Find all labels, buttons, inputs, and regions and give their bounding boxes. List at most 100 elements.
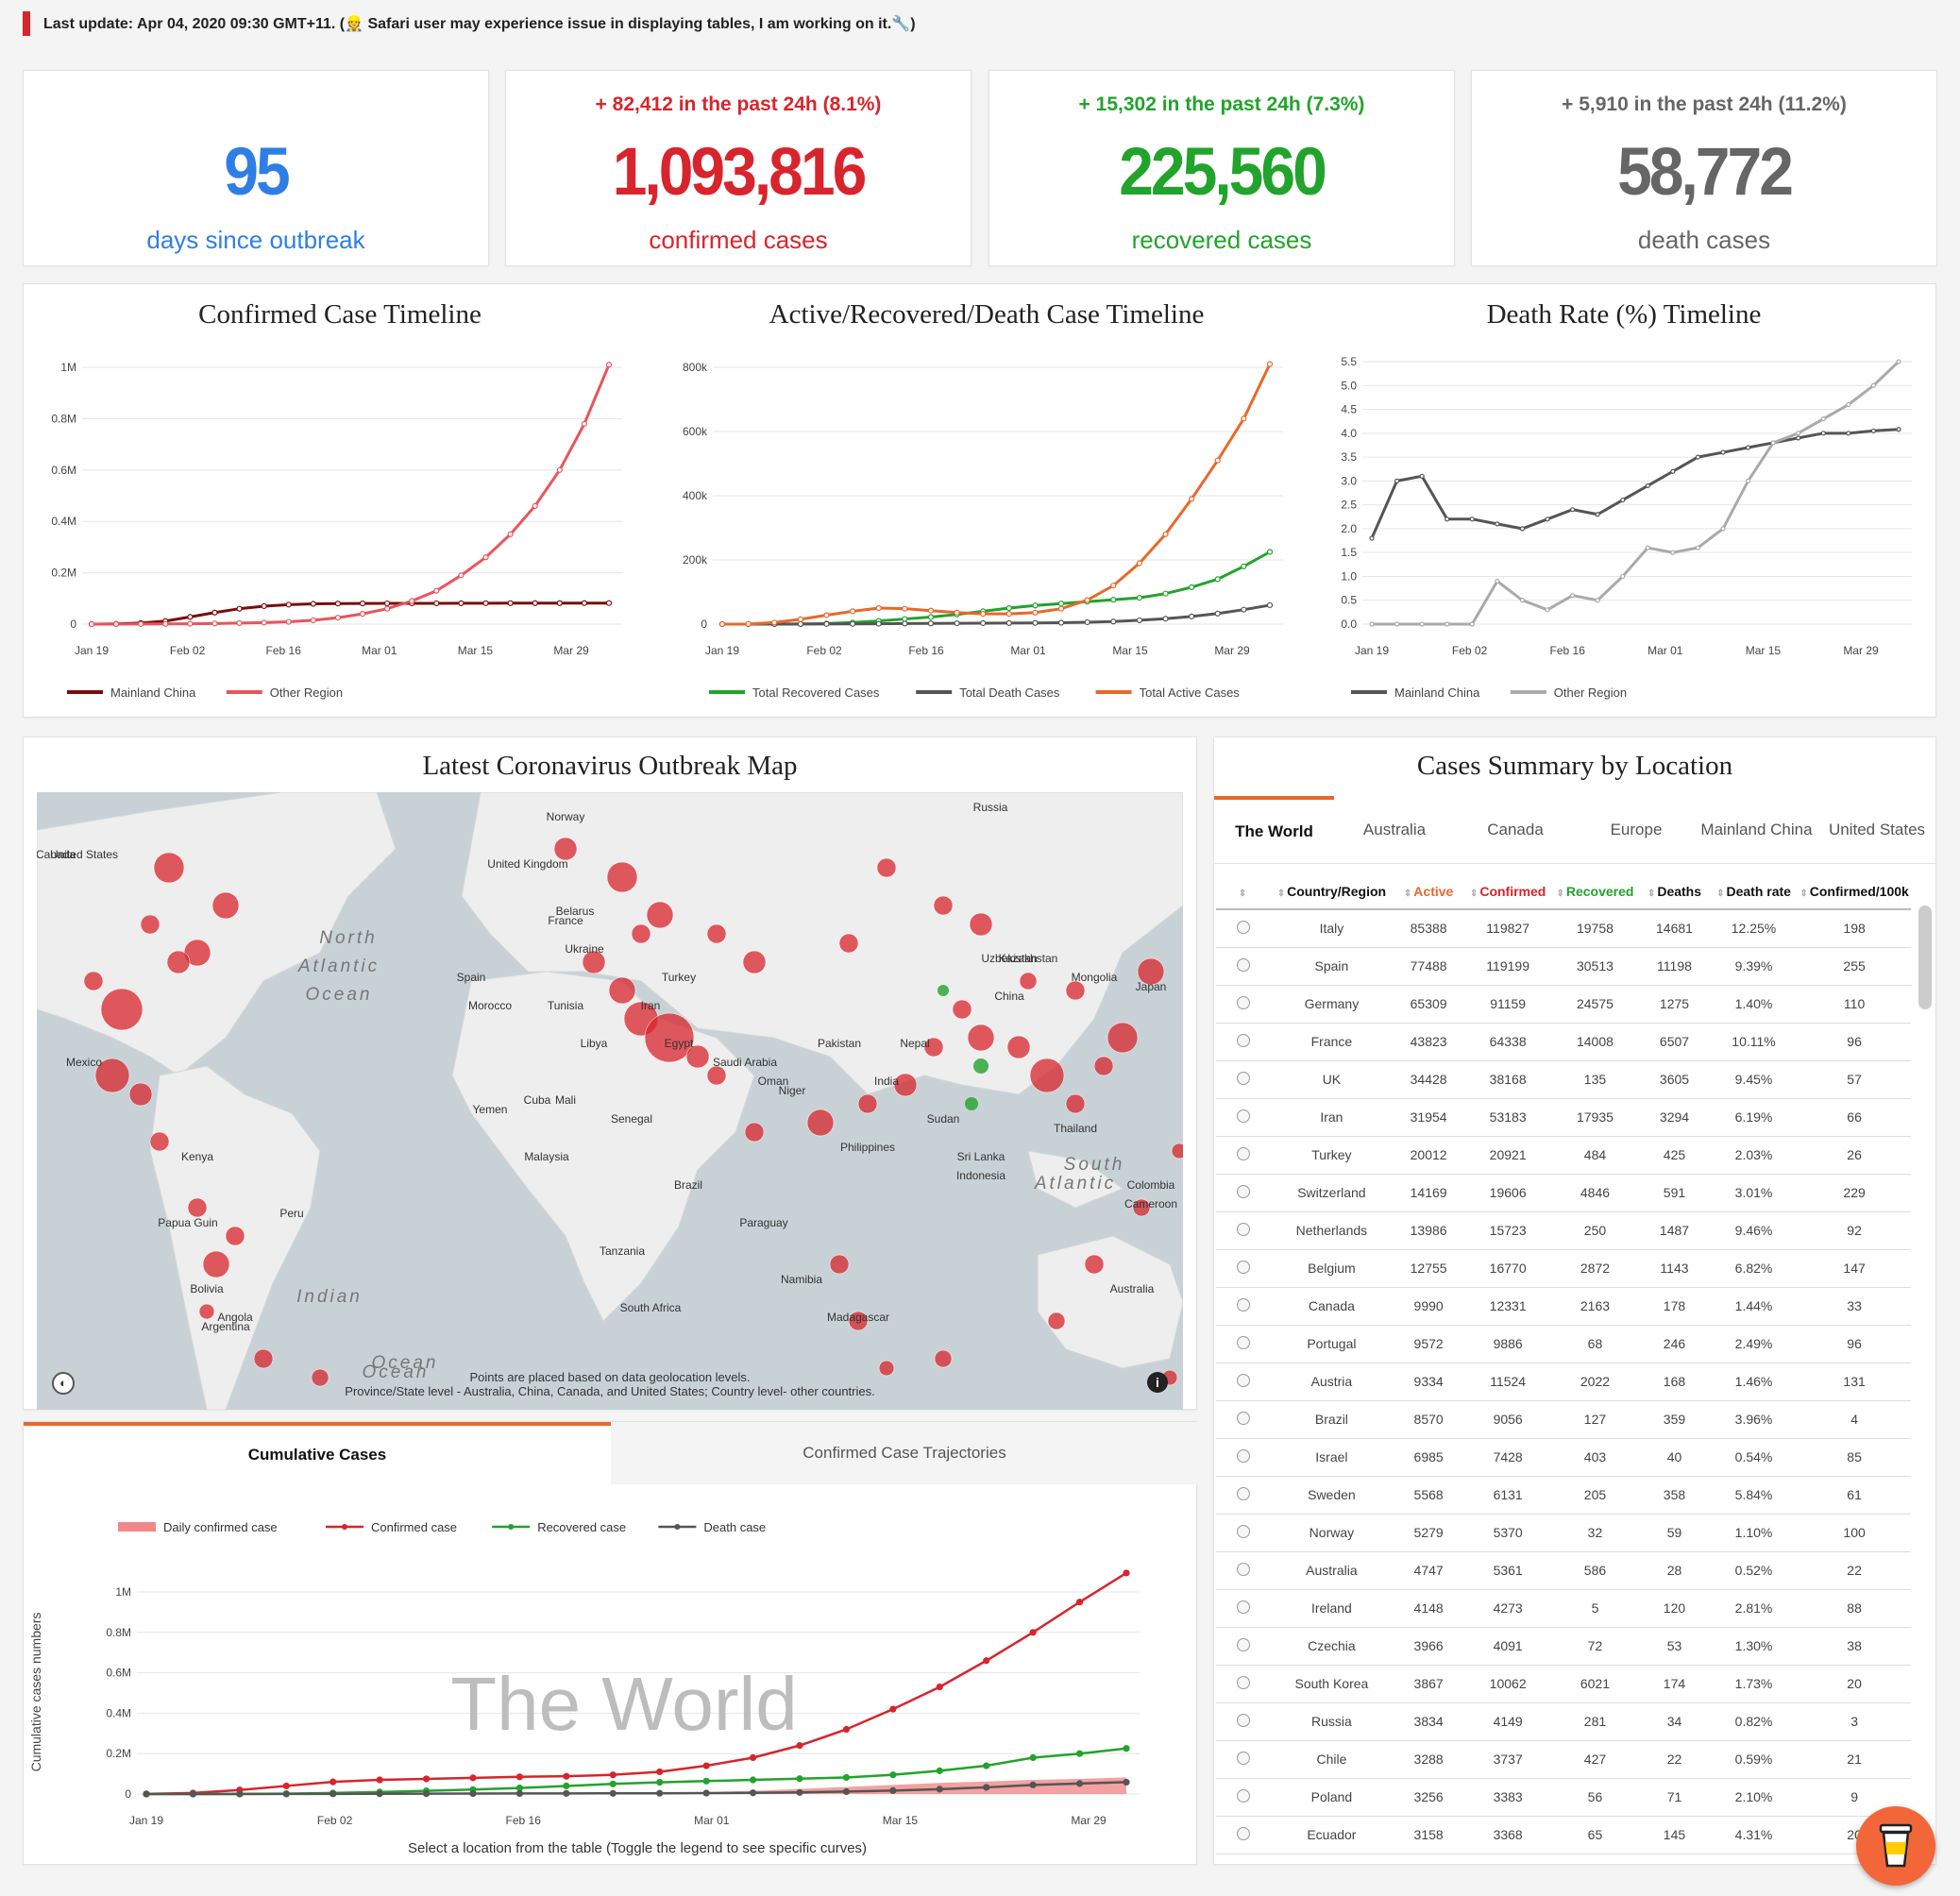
row-select-cell[interactable]	[1216, 1098, 1272, 1137]
row-select-cell[interactable]	[1216, 1438, 1272, 1477]
row-select-cell[interactable]	[1216, 1060, 1272, 1099]
buy-coffee-button[interactable]	[1856, 1806, 1935, 1886]
row-radio[interactable]	[1237, 1788, 1251, 1803]
col-recovered[interactable]: ⇕ Recovered	[1550, 873, 1640, 910]
row-radio[interactable]	[1237, 1675, 1251, 1689]
table-row[interactable]: Israel 6985 7428 403 40 0.54% 85	[1216, 1438, 1911, 1477]
tab-confirmed-trajectories[interactable]: Confirmed Case Trajectories	[611, 1422, 1198, 1484]
row-radio[interactable]	[1237, 1071, 1251, 1085]
row-radio[interactable]	[1237, 1222, 1251, 1236]
row-select-cell[interactable]	[1216, 1551, 1272, 1590]
row-radio[interactable]	[1237, 1600, 1251, 1614]
table-row[interactable]: Turkey 20012 20921 484 425 2.03% 26	[1216, 1136, 1911, 1175]
row-radio[interactable]	[1237, 1184, 1251, 1198]
row-select-cell[interactable]	[1216, 1023, 1272, 1061]
row-select-cell[interactable]	[1216, 1589, 1272, 1628]
table-row[interactable]: France 43823 64338 14008 6507 10.11% 96	[1216, 1023, 1911, 1061]
row-radio[interactable]	[1237, 1109, 1251, 1123]
row-radio[interactable]	[1237, 1373, 1251, 1387]
table-row[interactable]: Austria 9334 11524 2022 168 1.46% 131	[1216, 1363, 1911, 1401]
row-radio[interactable]	[1237, 920, 1251, 934]
row-radio[interactable]	[1237, 1335, 1251, 1349]
table-row[interactable]: Portugal 9572 9886 68 246 2.49% 96	[1216, 1325, 1911, 1363]
row-radio[interactable]	[1237, 1260, 1251, 1274]
table-row[interactable]: Norway 5279 5370 32 59 1.10% 100	[1216, 1514, 1911, 1552]
table-row[interactable]: Ecuador 3158 3368 65 145 4.31% 20	[1216, 1816, 1911, 1854]
row-radio[interactable]	[1237, 1865, 1250, 1866]
col-death-rate[interactable]: ⇕ Death rate	[1709, 873, 1799, 910]
map-attribution-icon[interactable]: ◐	[52, 1372, 75, 1395]
tab-australia[interactable]: Australia	[1362, 820, 1427, 838]
row-radio[interactable]	[1237, 995, 1251, 1009]
row-select-cell[interactable]	[1216, 1136, 1272, 1175]
row-select-cell[interactable]	[1216, 1702, 1272, 1741]
row-radio[interactable]	[1237, 1411, 1251, 1425]
table-row[interactable]: Netherlands 13986 15723 250 1487 9.46% 92	[1216, 1211, 1911, 1250]
table-row[interactable]: Ireland 4148 4273 5 120 2.81% 88	[1216, 1589, 1911, 1628]
table-row[interactable]: Switzerland 14169 19606 4846 591 3.01% 229	[1216, 1174, 1911, 1212]
table-row[interactable]: South Korea 3867 10062 6021 174 1.73% 20	[1216, 1665, 1911, 1703]
table-row[interactable]: Chile 3288 3737 427 22 0.59% 21	[1216, 1740, 1911, 1779]
outbreak-map[interactable]: Canada North Atlantic Ocean Norway Russia Unit…	[37, 792, 1183, 1410]
row-select-cell[interactable]	[1216, 1325, 1272, 1363]
tab-cumulative-cases[interactable]: Cumulative Cases	[24, 1422, 611, 1484]
row-select-cell[interactable]	[1216, 909, 1272, 948]
row-radio[interactable]	[1237, 1448, 1251, 1463]
row-radio[interactable]	[1237, 1637, 1251, 1651]
row-select-cell[interactable]	[1216, 947, 1272, 986]
cumulative-chart[interactable]: 0 0.2M 0.4M 0.6M 0.8M 1M Jan 19 Feb 02 Feb 16 Mar…	[24, 1484, 1198, 1866]
row-select-cell[interactable]	[1216, 1816, 1272, 1854]
table-row[interactable]: Philippines28303018521364.51%3	[1216, 1854, 1911, 1866]
table-row[interactable]: Belgium 12755 16770 2872 1143 6.82% 147	[1216, 1249, 1911, 1288]
row-select-cell[interactable]	[1216, 1740, 1272, 1779]
table-row[interactable]: Spain 77488 119199 30513 11198 9.39% 255	[1216, 947, 1911, 986]
row-radio[interactable]	[1237, 1562, 1251, 1576]
row-select-cell[interactable]	[1216, 1287, 1272, 1326]
row-select-cell[interactable]	[1216, 1476, 1272, 1515]
row-select-cell[interactable]	[1216, 1854, 1272, 1866]
row-radio[interactable]	[1237, 1751, 1251, 1765]
row-select-cell[interactable]	[1216, 1514, 1272, 1552]
col-confirmed-100k[interactable]: ⇕ Confirmed/100k	[1798, 873, 1911, 910]
active-recovered-death-chart[interactable]: 0 200k 400k 600k 800k Jan 19 Feb 02 Feb 16 Mar 0…	[666, 341, 1308, 719]
row-radio[interactable]	[1237, 1826, 1251, 1840]
row-select-cell[interactable]	[1216, 1627, 1272, 1666]
table-row[interactable]: Germany 65309 91159 24575 1275 1.40% 110	[1216, 985, 1911, 1024]
row-radio[interactable]	[1237, 1297, 1251, 1312]
col-country[interactable]: ⇕ Country/Region	[1271, 873, 1393, 910]
table-row[interactable]: Russia 3834 4149 281 34 0.82% 3	[1216, 1702, 1911, 1741]
row-radio[interactable]	[1237, 1486, 1251, 1500]
row-radio[interactable]	[1237, 1524, 1251, 1538]
col-active[interactable]: ⇕ Active	[1392, 873, 1465, 910]
death-rate-chart[interactable]: 0.0 0.5 1.0 1.5 2.0 2.5 3.0 3.5 4.0 4.5 5.0 5.5 Jan …	[1308, 341, 1937, 719]
row-select-cell[interactable]	[1216, 985, 1272, 1024]
table-row[interactable]: Poland 3256 3383 56 71 2.10% 9	[1216, 1778, 1911, 1817]
row-radio[interactable]	[1237, 1146, 1251, 1160]
table-row[interactable]: Czechia 3966 4091 72 53 1.30% 38	[1216, 1627, 1911, 1666]
table-row[interactable]: Brazil 8570 9056 127 359 3.96% 4	[1216, 1400, 1911, 1439]
confirmed-timeline-chart[interactable]: 0 0.2M 0.4M 0.6M 0.8M 1M Jan 19 Feb 02 Feb 16 Mar…	[24, 341, 666, 719]
map-info-icon[interactable]: i	[1147, 1372, 1168, 1393]
table-row[interactable]: UK 34428 38168 135 3605 9.45% 57	[1216, 1060, 1911, 1099]
row-select-cell[interactable]	[1216, 1400, 1272, 1439]
row-select-cell[interactable]	[1216, 1174, 1272, 1212]
table-scrollbar[interactable]	[1918, 906, 1932, 1009]
col-deaths[interactable]: ⇕ Deaths	[1639, 873, 1710, 910]
tab-mainland-china[interactable]: Mainland China	[1700, 820, 1813, 838]
row-radio[interactable]	[1237, 957, 1251, 972]
table-row[interactable]: Australia 4747 5361 586 28 0.52% 22	[1216, 1551, 1911, 1590]
tab-united-states[interactable]: United States	[1828, 820, 1926, 838]
row-select-cell[interactable]	[1216, 1665, 1272, 1703]
table-row[interactable]: Iran 31954 53183 17935 3294 6.19% 66	[1216, 1098, 1911, 1137]
table-row[interactable]: Canada 9990 12331 2163 178 1.44% 33	[1216, 1287, 1911, 1326]
sort-icon[interactable]: ⇕	[1238, 888, 1247, 899]
tab-the-world[interactable]: The World	[1214, 796, 1334, 863]
col-confirmed[interactable]: ⇕ Confirmed	[1464, 873, 1551, 910]
table-row[interactable]: Italy 85388 119827 19758 14681 12.25% 198	[1216, 909, 1911, 948]
row-select-cell[interactable]	[1216, 1249, 1272, 1288]
tab-canada[interactable]: Canada	[1487, 820, 1544, 838]
row-radio[interactable]	[1237, 1713, 1251, 1727]
row-select-cell[interactable]	[1216, 1363, 1272, 1401]
table-row[interactable]: Sweden 5568 6131 205 358 5.84% 61	[1216, 1476, 1911, 1515]
tab-europe[interactable]: Europe	[1610, 820, 1663, 838]
